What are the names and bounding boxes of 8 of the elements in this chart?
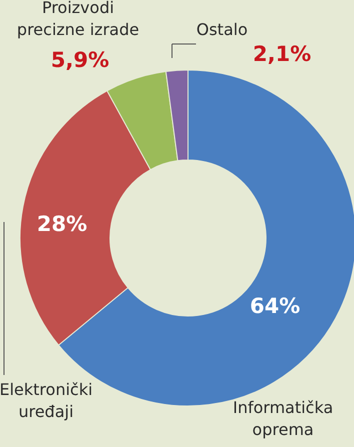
data-label: 28% [36,212,88,236]
slice-label: Informatička oprema [232,398,334,439]
slice-label: Elektronički uređaji [0,380,93,421]
data-label: 5,9% [50,48,110,72]
data-label: 64% [250,294,300,318]
data-label: 2,1% [252,42,312,66]
slice-label: Proizvodi precizne izrade [16,0,140,39]
slice-label: Ostalo [196,20,248,39]
